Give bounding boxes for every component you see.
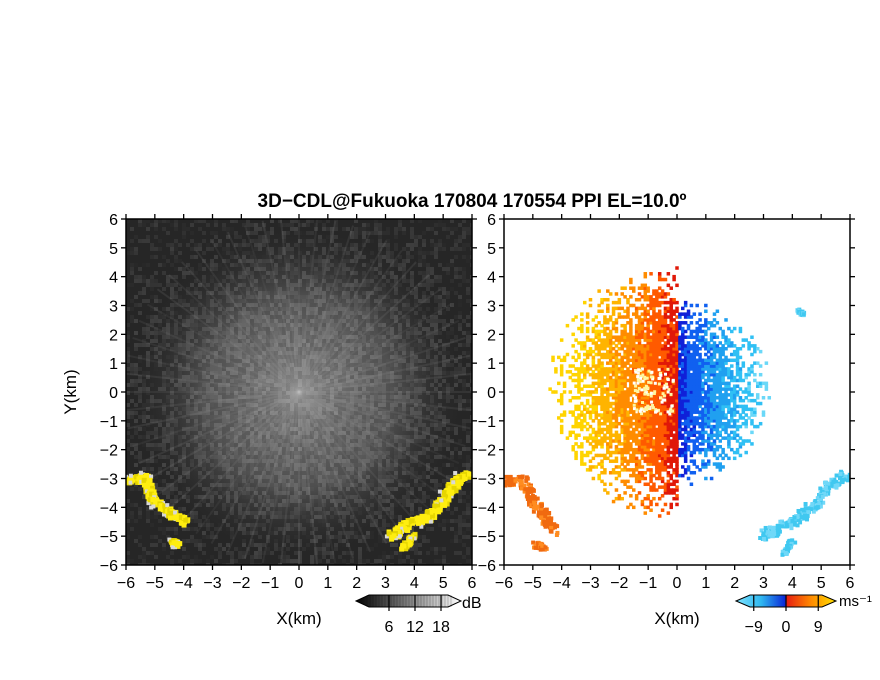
strong-echo-cell [157,506,163,512]
echo-edge-cell [173,510,178,515]
strong-echo-cell [465,471,471,477]
strong-echo-cell [144,474,150,480]
echo-edge-cell [167,537,172,542]
echo-edge-cell [149,474,154,479]
strong-echo-cell [141,477,147,483]
strong-echo-cell [434,503,440,509]
strong-echo-cell [414,516,420,522]
strong-echo-cell [174,542,180,548]
strong-echo-cell [447,489,453,495]
strong-echo-cell [454,482,460,488]
strong-echo-cell [178,514,184,520]
strong-echo-cell [162,503,168,509]
strong-echo-cell [143,485,149,491]
strong-echo-cell [451,485,457,491]
strong-echo-cell [432,504,438,510]
echo-edge-cell [151,504,156,509]
strong-echo-cell [444,487,450,493]
strong-echo-cell [136,476,142,482]
strong-echo-cell [146,479,152,485]
echo-edge-cell [428,519,433,524]
strong-echo-cell [424,509,430,515]
strong-echo-cell [153,499,159,505]
echo-edge-cell [149,505,154,510]
strong-echo-cell [406,519,412,525]
strong-echo-cell [415,520,421,526]
echo-edge-cell [162,512,167,517]
echo-edge-cell [138,470,143,475]
strong-echo-cell [442,493,448,499]
strong-echo-cell [425,515,431,521]
strong-echo-cell [145,494,151,500]
strong-echo-cell [167,515,173,521]
echo-edge-cell [419,524,424,529]
echo-edge-cell [451,480,456,485]
strong-echo-cell [428,509,434,515]
echo-edge-cell [165,503,170,508]
strong-echo-cell [454,476,460,482]
echo-edge-cell [128,473,133,478]
strong-echo-cell [419,513,425,519]
strong-echo-cell [437,504,443,510]
strong-echo-cell [451,483,457,489]
echo-edge-cell [146,501,151,506]
echo-edge-cell [439,498,444,503]
strong-echo-cell [460,473,466,479]
strong-echo-cell [455,479,461,485]
echo-edge-cell [437,489,442,494]
left-center-glow [126,219,472,565]
strong-echo-cell [150,496,156,502]
echo-edge-cell [126,474,128,479]
strong-echo-cell [149,482,155,488]
strong-echo-cell [446,492,452,498]
strong-echo-cell [457,474,463,480]
strong-echo-cell [440,501,446,507]
strong-echo-cell [181,522,187,528]
echo-edge-cell [453,471,458,476]
strong-echo-cell [446,497,452,503]
strong-echo-cell [406,525,412,531]
echo-edge-cell [128,480,133,485]
strong-echo-cell [151,489,157,495]
strong-echo-cell [150,485,156,491]
strong-echo-cell [132,477,138,483]
strong-echo-cell [152,492,158,498]
echo-edge-cell [139,479,144,484]
figure-title: 3D−CDL@Fukuoka 170804 170554 PPI EL=10.0… [258,191,687,212]
strong-echo-cell [139,474,145,480]
strong-echo-cell [466,474,472,480]
strong-echo-cell [409,518,415,524]
strong-echo-cell [424,518,430,524]
strong-echo-cell [183,517,189,523]
echo-edge-cell [170,545,175,550]
strong-echo-cell [447,485,453,491]
strong-echo-cell [148,491,154,497]
strong-echo-cell [441,490,447,496]
strong-echo-cell [182,514,188,520]
strong-echo-cell [128,475,134,481]
strong-echo-cell [168,510,174,516]
strong-echo-cell [434,509,440,515]
echo-edge-cell [449,494,454,499]
strong-echo-cell [457,480,463,486]
strong-echo-cell [147,497,153,503]
